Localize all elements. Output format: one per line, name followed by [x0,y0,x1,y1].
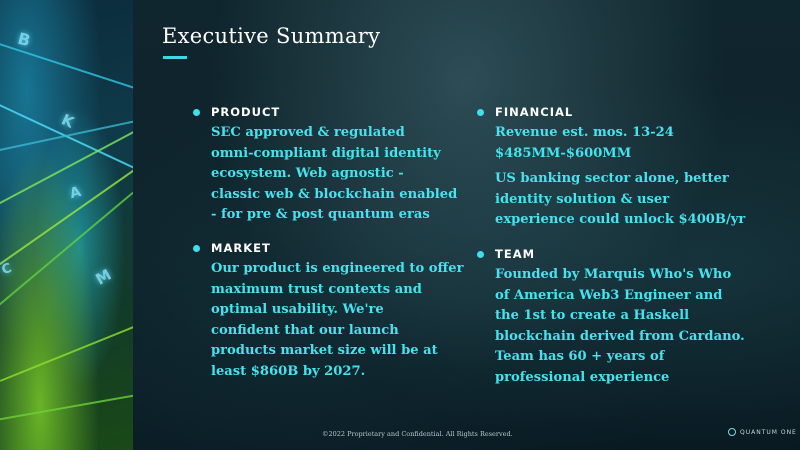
copyright-footer: ©2022 Proprietary and Confidential. All … [322,430,513,438]
body-line: Our product is engineered to offer [211,261,464,276]
slide-background [133,0,800,450]
body-line: optimal usability. We're [211,302,384,318]
body-line: Team has 60 + years of [495,349,665,365]
decorative-glyph: K [58,110,77,132]
body-line: SEC approved & regulated [211,125,405,140]
bullet-icon [477,108,484,116]
decorative-glyph: B [15,28,33,51]
section-body: Our product is engineered to offer maxim… [211,259,471,383]
body-line: Revenue est. mos. 13-24 [495,125,674,140]
body-line: professional experience [495,369,670,385]
section-product: PRODUCT SEC approved & regulated omni-co… [193,105,471,226]
section-heading: PRODUCT [211,105,281,119]
bullet-icon [193,244,200,252]
body-line: confident that our launch [211,322,399,338]
body-line: products market size will be at [211,343,438,359]
section-heading: TEAM [495,247,536,261]
light-streak [0,392,133,422]
bullet-icon [193,108,200,116]
body-line: Founded by Marquis Who's Who [495,267,732,282]
body-line: US banking sector alone, better [495,171,729,187]
title-underline [163,56,187,59]
decorative-glyph: C [0,260,14,279]
decorative-image-strip: B K A M C [0,0,133,450]
body-line: $485MM-$600MM [495,145,632,161]
body-line: experience could unlock $400B/yr [495,212,746,228]
slide-title: Executive Summary [162,24,381,48]
body-line: classic web & blockchain enabled [211,186,458,202]
decorative-glyph: M [92,265,115,289]
body-line: maximum trust contexts and [211,281,422,297]
body-line: ecosystem. Web agnostic - [211,166,404,182]
section-body: Founded by Marquis Who's Who of America … [495,265,755,389]
section-financial: FINANCIAL Revenue est. mos. 13-24 $485MM… [477,105,755,231]
section-body: SEC approved & regulated omni-compliant … [211,123,471,226]
body-line: omni-compliant digital identity [211,145,441,161]
logo-text: QUANTUM ONE [740,428,797,436]
section-market: MARKET Our product is engineered to offe… [193,241,471,383]
light-streak [0,191,133,322]
section-team: TEAM Founded by Marquis Who's Who of Ame… [477,247,755,389]
body-line: identity solution & user [495,191,670,207]
body-line: the 1st to create a Haskell [495,308,690,324]
body-line: least $860B by 2027. [211,363,366,379]
section-heading: FINANCIAL [495,105,574,119]
decorative-glyph: A [68,183,83,203]
light-streak [0,166,133,272]
quantum-logo-icon [728,428,736,436]
body-line: - for pre & post quantum eras [211,207,430,223]
section-heading: MARKET [211,241,271,255]
company-logo: QUANTUM ONE [728,428,797,436]
light-streak [0,316,133,382]
section-body: Revenue est. mos. 13-24 $485MM-$600MM US… [495,123,755,231]
body-line: of America Web3 Engineer and [495,287,723,303]
body-line: blockchain derived from Cardano. [495,328,745,344]
bullet-icon [477,250,484,258]
